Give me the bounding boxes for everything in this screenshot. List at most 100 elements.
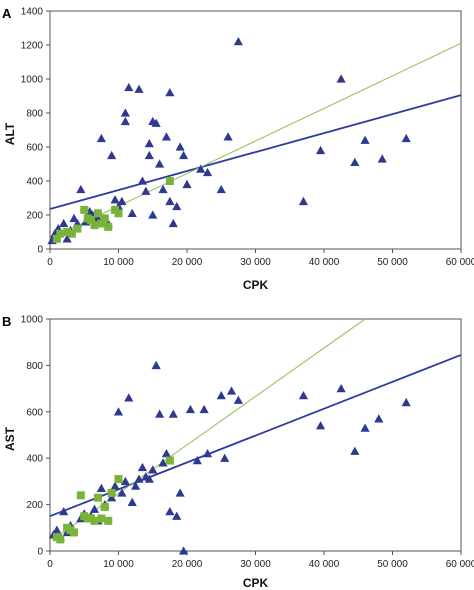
square-point: [165, 456, 174, 465]
y-tick-label: 1200: [21, 41, 44, 52]
x-tick-label: 50 000: [377, 257, 408, 268]
x-tick-label: 60 000: [446, 257, 474, 268]
triangle-point: [107, 493, 117, 502]
triangle-point: [199, 404, 209, 414]
triangle-point: [175, 142, 185, 151]
square-point: [114, 475, 123, 484]
triangle-point: [120, 476, 130, 486]
triangle-point: [220, 453, 230, 462]
y-tick-label: 800: [26, 109, 43, 120]
y-tick-label: 1000: [21, 315, 44, 326]
triangle-point: [144, 474, 154, 483]
y-axis-title: AST: [3, 426, 17, 451]
triangle-point: [216, 390, 226, 400]
triangle-point: [144, 150, 154, 160]
square-point: [76, 491, 85, 500]
x-tick-label: 40 000: [309, 559, 340, 570]
x-tick-label: 60 000: [446, 559, 474, 570]
triangle-point: [360, 135, 370, 144]
triangle-point: [233, 395, 243, 404]
triangle-point: [120, 108, 130, 117]
triangle-point: [151, 118, 161, 127]
y-tick-label: 400: [26, 454, 43, 465]
square-point: [97, 219, 106, 228]
x-tick-label: 0: [47, 559, 53, 570]
triangle-point: [172, 511, 182, 520]
triangle-point: [134, 84, 144, 93]
square-point: [93, 209, 102, 218]
triangle-point: [124, 82, 134, 92]
panel-label: B: [2, 314, 11, 329]
triangle-point: [62, 234, 72, 243]
x-tick-label: 30 000: [240, 257, 271, 268]
triangle-point: [172, 201, 182, 211]
triangle-point: [185, 404, 196, 414]
panel-a: A 0 200 400 600 800 1000 1200 1400 0 10 000 20 000 3…: [2, 6, 474, 292]
triangle-point: [165, 506, 175, 516]
y-tick-label: 600: [26, 407, 43, 418]
x-tick-label: 40 000: [309, 257, 340, 268]
x-tick-label: 20 000: [172, 257, 203, 268]
triangle-point: [137, 176, 148, 185]
triangle-point: [155, 159, 165, 168]
y-tick-label: 200: [26, 500, 43, 511]
square-point: [63, 228, 72, 236]
triangle-point: [233, 37, 243, 46]
x-tick-label: 10 000: [103, 257, 134, 268]
triangle-point: [360, 423, 370, 432]
triangle-point: [89, 504, 100, 513]
triangle-point: [137, 462, 148, 472]
triangle-point: [223, 132, 233, 141]
triangle-point: [127, 208, 137, 217]
triangle-point: [336, 74, 346, 83]
x-tick-label: 50 000: [377, 559, 408, 570]
triangle-point: [350, 157, 360, 166]
triangle-point: [161, 132, 172, 141]
triangle-point: [52, 525, 62, 534]
triangle-point: [336, 384, 346, 393]
y-tick-label: 200: [26, 211, 43, 222]
y-axis-title: ALT: [3, 122, 17, 145]
triangle-point: [178, 546, 189, 555]
square-point: [87, 216, 96, 225]
triangle-point: [148, 210, 158, 219]
triangle-point: [350, 446, 360, 455]
square-point: [69, 528, 78, 537]
series-squares: [52, 177, 174, 243]
triangle-point: [165, 196, 175, 206]
x-tick-label: 20 000: [172, 559, 203, 570]
triangle-point: [192, 455, 202, 465]
y-tick-label: 600: [26, 143, 43, 154]
series-squares: [52, 456, 174, 544]
triangle-point: [374, 414, 384, 423]
triangle-point: [96, 133, 106, 143]
triangle-point: [76, 184, 86, 194]
square-point: [90, 221, 99, 230]
triangle-point: [59, 506, 69, 516]
triangle-point: [216, 184, 226, 194]
square-point: [52, 234, 61, 243]
panel-b: B 0 200 400 600 800 1000 0 10 000 20 000 30 000 40 …: [2, 314, 474, 590]
triangle-point: [168, 218, 178, 228]
triangle-point: [298, 390, 309, 400]
square-point: [90, 516, 99, 525]
triangle-point: [127, 497, 137, 506]
square-point: [73, 224, 82, 233]
y-tick-label: 0: [37, 547, 43, 558]
triangle-point: [401, 397, 411, 407]
square-point: [114, 209, 123, 218]
triangle-point: [315, 145, 326, 155]
triangle-point: [117, 196, 127, 206]
triangle-point: [148, 465, 158, 474]
y-tick-label: 1000: [21, 75, 44, 86]
triangle-point: [141, 186, 151, 195]
triangle-point: [315, 421, 326, 430]
x-tick-label: 10 000: [103, 559, 134, 570]
triangle-point: [377, 154, 387, 163]
triangle-point: [107, 150, 117, 160]
series-triangles: [48, 360, 411, 555]
square-point: [104, 516, 113, 525]
square-point: [97, 514, 106, 523]
triangle-point: [110, 195, 120, 204]
triangle-point: [155, 409, 165, 418]
